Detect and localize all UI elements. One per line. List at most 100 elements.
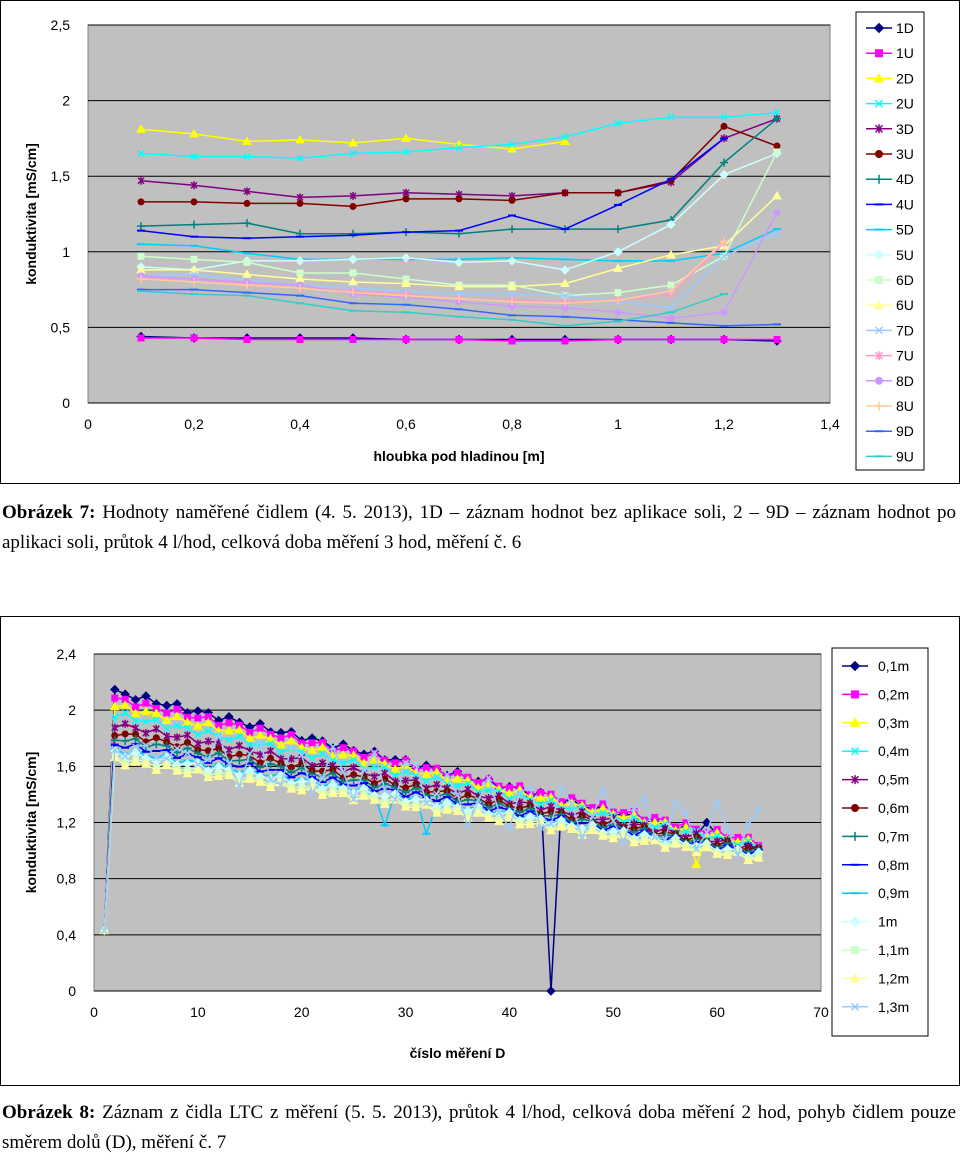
data-point	[132, 743, 140, 751]
data-point	[473, 808, 484, 817]
data-point	[453, 791, 462, 799]
series-line	[140, 240, 725, 304]
data-point	[286, 735, 297, 745]
data-point	[692, 845, 700, 853]
data-point	[613, 263, 623, 272]
data-point	[370, 772, 378, 781]
legend-marker	[851, 690, 859, 699]
data-point	[455, 294, 463, 303]
data-point	[682, 827, 690, 835]
data-point	[121, 709, 129, 717]
data-point	[338, 788, 349, 797]
data-point	[349, 288, 357, 297]
data-point	[295, 134, 305, 144]
legend-marker	[874, 351, 884, 361]
data-point	[349, 269, 357, 277]
legend-label: 0,3m	[878, 715, 909, 731]
data-point	[190, 255, 198, 263]
data-point	[560, 278, 570, 288]
data-point	[243, 281, 251, 290]
data-point	[255, 730, 266, 740]
data-point	[277, 748, 285, 756]
data-point	[402, 195, 410, 203]
data-point	[561, 133, 569, 141]
data-point	[152, 754, 160, 762]
data-point	[485, 774, 493, 782]
data-point	[614, 289, 622, 297]
series-line	[140, 290, 725, 327]
data-point	[296, 742, 307, 751]
data-point	[246, 741, 254, 749]
legend-item-1m: 1m	[842, 914, 897, 930]
y-tick-label: 1,6	[57, 758, 77, 774]
data-point	[338, 749, 349, 759]
data-point	[691, 859, 702, 869]
data-point	[666, 219, 676, 230]
data-point	[172, 711, 182, 720]
data-point	[136, 124, 146, 133]
caption-text: Záznam z čidla LTC z měření (5. 5. 2013)…	[2, 1102, 957, 1153]
data-point	[296, 284, 304, 293]
legend-label: 6U	[896, 297, 914, 313]
data-point	[142, 741, 150, 749]
data-point	[515, 808, 524, 817]
data-point	[265, 733, 276, 743]
data-point	[720, 308, 728, 316]
data-point	[120, 700, 131, 709]
data-point	[703, 828, 711, 836]
y-tick-label: 1,5	[51, 168, 71, 184]
data-point	[348, 750, 359, 759]
data-point	[137, 198, 145, 206]
legend-marker	[875, 150, 883, 158]
data-point	[661, 835, 669, 843]
chart-2-svg: 0 0,4 0,8 1,2 1,6 2 2,4 0 10 20 30 40 50 60 70 číslo mě…	[0, 616, 960, 1086]
legend-item-1,1m: 1,1m	[842, 942, 909, 958]
data-point	[328, 769, 337, 778]
data-point	[110, 736, 119, 745]
data-point	[235, 741, 243, 750]
data-point	[561, 299, 569, 308]
data-point	[243, 187, 251, 196]
legend-item-0,9m: 0,9m	[842, 885, 909, 901]
data-point	[141, 759, 151, 768]
data-point	[402, 291, 410, 300]
series-line	[103, 732, 760, 931]
data-point	[402, 148, 410, 156]
data-point	[152, 716, 160, 724]
data-point	[433, 780, 441, 789]
legend-item-1D: 1D	[866, 20, 914, 36]
data-point	[243, 258, 251, 266]
legend-label: 3U	[896, 146, 914, 162]
data-point	[401, 788, 410, 797]
data-point	[535, 793, 546, 803]
x-tick-label: 1,2	[714, 416, 734, 432]
legend-label: 7D	[896, 322, 914, 338]
legend-item-3D: 3D	[866, 121, 914, 137]
data-point	[660, 843, 671, 852]
legend-label: 5D	[896, 222, 914, 238]
data-point	[537, 823, 545, 831]
data-point	[183, 724, 192, 732]
data-point	[422, 777, 430, 785]
legend-label: 0,1m	[878, 658, 909, 674]
data-point	[190, 220, 198, 229]
data-point	[566, 824, 577, 833]
legend-marker	[849, 660, 861, 672]
data-point	[224, 725, 234, 735]
data-point	[508, 290, 516, 298]
data-point	[243, 199, 251, 207]
chart-2: 0 0,4 0,8 1,2 1,6 2 2,4 0 10 20 30 40 50 60 70 číslo mě…	[0, 616, 960, 1086]
legend-item-0,3m: 0,3m	[842, 715, 909, 731]
data-point	[245, 755, 254, 764]
data-point	[287, 768, 296, 777]
data-point	[507, 256, 517, 266]
x-axis-title: číslo měření D	[410, 1045, 506, 1061]
x-tick-label: 20	[294, 1004, 310, 1020]
data-point	[667, 287, 675, 296]
legend-box	[831, 647, 929, 1037]
series-line	[103, 688, 760, 992]
data-point	[137, 149, 145, 158]
legend-marker	[873, 22, 885, 34]
legend-item-6D: 6D	[866, 272, 914, 288]
data-point	[287, 744, 295, 752]
